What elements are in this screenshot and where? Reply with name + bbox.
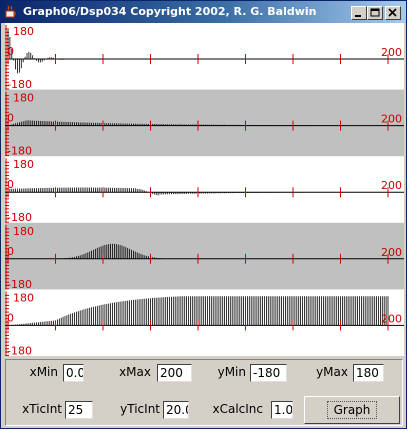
maximize-button[interactable] bbox=[367, 6, 383, 20]
y-min-label: -180 bbox=[7, 78, 32, 91]
yticint-label: yTicInt bbox=[110, 402, 160, 416]
xcalcinc-label: xCalcInc bbox=[210, 402, 263, 416]
window-title: Graph06/Dsp034 Copyright 2002, R. G. Bal… bbox=[23, 5, 316, 18]
y-max-label: 180 bbox=[13, 291, 34, 304]
x-end-label: 200 bbox=[381, 113, 402, 126]
ymin-label: yMin bbox=[206, 365, 246, 379]
y-max-label: 180 bbox=[13, 25, 34, 38]
xticint-field[interactable]: 25 bbox=[65, 401, 93, 419]
y-max-label: 180 bbox=[13, 158, 34, 171]
xmin-field[interactable]: 0.0 bbox=[63, 364, 84, 382]
xmax-field[interactable]: 200 bbox=[157, 364, 192, 382]
graph-button-label: Graph bbox=[327, 401, 378, 419]
y-zero-label: 0 bbox=[7, 45, 14, 58]
ymin-field[interactable]: -180 bbox=[250, 364, 287, 382]
graph-button[interactable]: Graph bbox=[304, 396, 400, 424]
plot-row-1 bbox=[5, 23, 404, 91]
plot-row-4 bbox=[5, 223, 404, 291]
y-zero-label: 0 bbox=[7, 112, 14, 125]
xmin-label: xMin bbox=[16, 365, 58, 379]
x-end-label: 200 bbox=[381, 179, 402, 192]
xticint-label: xTicInt bbox=[14, 402, 62, 416]
xmax-label: xMax bbox=[106, 365, 151, 379]
yticint-field[interactable]: 20.0 bbox=[163, 401, 189, 419]
y-zero-label: 0 bbox=[7, 245, 14, 258]
x-end-label: 200 bbox=[381, 46, 402, 59]
plot-area: 180 0 -180 200 180 0 -180 200 180 0 -180 200 180 0 -18… bbox=[5, 23, 404, 356]
minimize-button[interactable] bbox=[351, 6, 367, 20]
title-bar[interactable]: Graph06/Dsp034 Copyright 2002, R. G. Bal… bbox=[1, 1, 406, 23]
control-panel: xMin 0.0 xMax 200 yMin -180 yMax 180 xTi… bbox=[5, 359, 403, 426]
close-button[interactable] bbox=[385, 6, 401, 20]
maximize-icon bbox=[368, 7, 382, 19]
y-zero-label: 0 bbox=[7, 178, 14, 191]
minimize-icon bbox=[352, 7, 366, 19]
ymax-label: yMax bbox=[302, 365, 348, 379]
close-icon bbox=[386, 7, 400, 19]
y-max-label: 180 bbox=[13, 92, 34, 105]
plot-canvas: 180 0 -180 200 180 0 -180 200 180 0 -180 200 180 0 -18… bbox=[5, 23, 404, 356]
y-min-label: -180 bbox=[7, 344, 32, 356]
y-min-label: -180 bbox=[7, 211, 32, 224]
y-max-label: 180 bbox=[13, 225, 34, 238]
ymax-field[interactable]: 180 bbox=[353, 364, 384, 382]
y-zero-label: 0 bbox=[7, 311, 14, 324]
x-end-label: 200 bbox=[381, 312, 402, 325]
xcalcinc-field[interactable]: 1.0 bbox=[271, 401, 293, 419]
x-end-label: 200 bbox=[381, 246, 402, 259]
y-min-label: -180 bbox=[7, 278, 32, 291]
java-cup-icon bbox=[4, 5, 18, 19]
y-min-label: -180 bbox=[7, 145, 32, 158]
